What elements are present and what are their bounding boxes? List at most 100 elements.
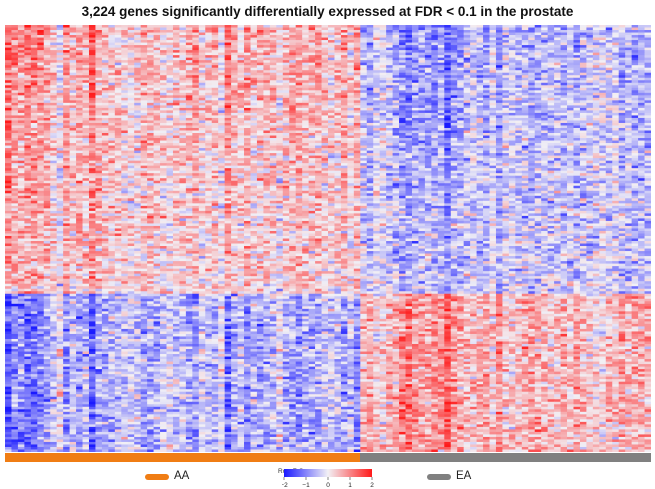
heatmap-cell — [399, 90, 406, 94]
heatmap-cell — [198, 75, 206, 79]
heatmap-cell — [172, 138, 180, 141]
heatmap-cell — [353, 25, 361, 28]
heatmap-cell — [269, 30, 277, 33]
heatmap-cell — [192, 117, 200, 121]
heatmap-cell — [211, 143, 219, 146]
heatmap-cell — [347, 60, 355, 64]
heatmap-cell — [121, 102, 129, 106]
heatmap-cell — [43, 90, 51, 94]
heatmap-cell — [17, 37, 25, 41]
heatmap-cell — [605, 133, 613, 136]
heatmap-cell — [63, 62, 70, 66]
heatmap-cell — [63, 57, 70, 61]
heatmap-cell — [444, 135, 452, 139]
heatmap-cell — [521, 82, 529, 86]
heatmap-cell — [250, 85, 258, 89]
heatmap-cell — [269, 110, 277, 114]
heatmap-cell — [82, 32, 90, 36]
heatmap-cell — [269, 50, 277, 54]
heatmap-cell — [295, 65, 303, 69]
heatmap-cell — [224, 148, 232, 151]
heatmap-cell — [489, 65, 497, 69]
heatmap-cell — [411, 65, 419, 69]
heatmap-cell — [483, 47, 490, 51]
heatmap-cell — [508, 75, 516, 79]
heatmap-cell — [121, 27, 129, 31]
heatmap-cell — [560, 65, 568, 69]
heatmap-cell — [470, 35, 477, 38]
heatmap-cell — [218, 120, 226, 124]
heatmap-cell — [88, 35, 96, 38]
heatmap-cell — [172, 27, 180, 31]
heatmap-cell — [515, 135, 523, 139]
heatmap-cell — [269, 55, 277, 59]
heatmap-cell — [237, 100, 245, 104]
heatmap-cell — [618, 105, 626, 109]
heatmap-cell — [379, 80, 387, 84]
heatmap-cell — [205, 138, 213, 141]
heatmap-cell — [424, 110, 432, 114]
heatmap-cell — [399, 82, 406, 86]
heatmap-cell — [541, 117, 549, 121]
heatmap-cell — [554, 30, 561, 33]
heatmap-cell — [347, 25, 355, 28]
heatmap-cell — [489, 85, 497, 89]
heatmap-cell — [405, 80, 413, 84]
heatmap-cell — [160, 75, 167, 79]
heatmap-cell — [418, 70, 426, 74]
heatmap-cell — [470, 87, 477, 91]
heatmap-cell — [521, 130, 529, 134]
heatmap-cell — [127, 107, 135, 111]
heatmap-cell — [463, 115, 471, 119]
heatmap-cell — [463, 27, 471, 31]
heatmap-cell — [592, 115, 600, 119]
heatmap-cell — [11, 45, 19, 48]
heatmap-cell — [114, 102, 122, 106]
heatmap-cell — [198, 143, 206, 146]
heatmap-cell — [95, 37, 103, 41]
heatmap-cell — [315, 70, 322, 74]
heatmap-cell — [573, 135, 581, 139]
heatmap-cell — [198, 105, 206, 109]
heatmap-cell — [56, 120, 64, 124]
heatmap-cell — [269, 32, 277, 36]
heatmap-cell — [476, 35, 484, 38]
heatmap-cell — [631, 115, 639, 119]
heatmap-cell — [256, 115, 264, 119]
heatmap-cell — [360, 70, 368, 74]
heatmap-cell — [418, 32, 426, 36]
heatmap-cell — [521, 112, 529, 116]
heatmap-cell — [37, 85, 45, 89]
heatmap-cell — [30, 135, 38, 139]
heatmap-cell — [334, 40, 342, 43]
heatmap-cell — [69, 65, 77, 69]
heatmap-cell — [269, 130, 277, 134]
heatmap-cell — [237, 105, 245, 109]
heatmap-cell — [302, 25, 310, 28]
heatmap-cell — [502, 140, 510, 144]
heatmap-cell — [379, 65, 387, 69]
heatmap-cell — [592, 87, 600, 91]
heatmap-cell — [450, 32, 458, 36]
heatmap-cell — [592, 140, 600, 144]
heatmap-cell — [644, 115, 651, 119]
heatmap-cell — [405, 122, 413, 126]
heatmap-cell — [121, 47, 129, 51]
heatmap-cell — [11, 97, 19, 101]
heatmap-cell — [424, 107, 432, 111]
heatmap-cell — [172, 70, 180, 74]
heatmap-cell — [405, 55, 413, 59]
heatmap-cell — [192, 87, 200, 91]
heatmap-cell — [76, 140, 83, 144]
heatmap-cell — [592, 110, 600, 114]
heatmap-cell — [224, 97, 232, 101]
heatmap-cell — [495, 117, 503, 121]
heatmap-cell — [43, 140, 51, 144]
heatmap-cell — [205, 25, 213, 28]
heatmap-cell — [495, 32, 503, 36]
heatmap-cell — [340, 148, 348, 151]
heatmap-cell — [444, 80, 452, 84]
heatmap-cell — [63, 143, 70, 146]
heatmap-cell — [185, 140, 193, 144]
heatmap-cell — [160, 37, 167, 41]
